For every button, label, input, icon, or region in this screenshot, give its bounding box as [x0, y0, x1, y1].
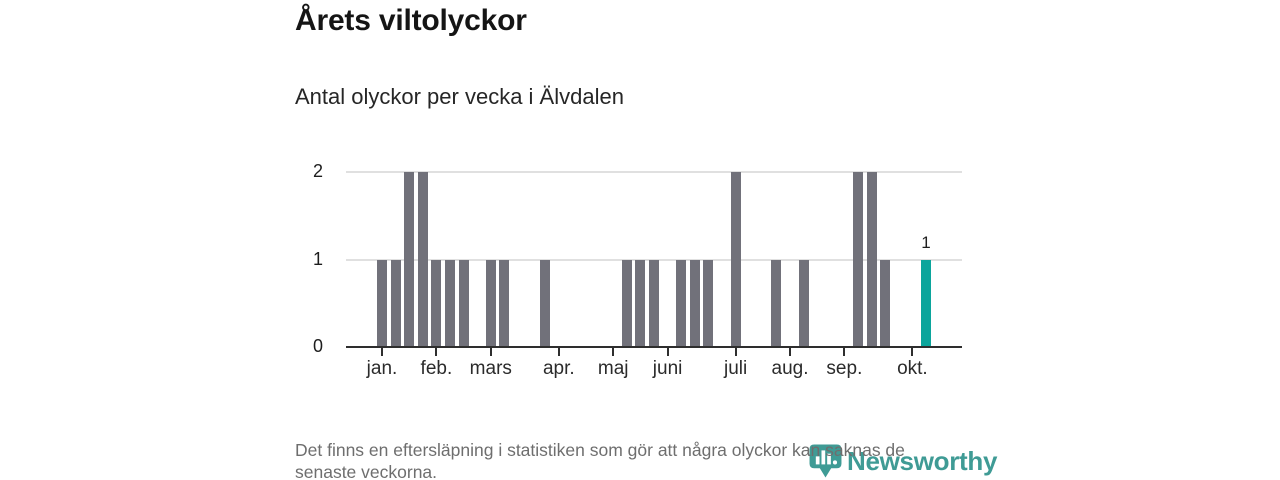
- x-axis-month-label: jan.: [366, 358, 398, 379]
- brand-name: Newsworthy: [847, 446, 998, 476]
- x-axis-month-label: juni: [652, 358, 683, 379]
- bar-week-23: [676, 259, 687, 347]
- x-axis-tick-aug: [789, 348, 791, 356]
- bar-week-20: [635, 259, 646, 347]
- bar-week-2: [390, 259, 401, 347]
- chart-subtitle: Antal olyckor per vecka i Älvdalen: [295, 84, 624, 109]
- y-axis-tick-label: 0: [312, 336, 323, 357]
- x-axis-month-label: aug.: [771, 358, 809, 379]
- bar-week-21: [649, 259, 659, 347]
- bar-week-38: [880, 259, 891, 347]
- x-axis-tick-feb: [435, 348, 438, 356]
- x-axis-tick-maj: [612, 348, 615, 356]
- bar-week-4: [417, 172, 428, 347]
- x-axis-month-label: okt.: [897, 358, 928, 379]
- x-axis-month-label: apr.: [542, 358, 575, 379]
- y-axis-tick-label: 1: [312, 248, 323, 269]
- bar-highlight-week-41: [921, 259, 931, 347]
- bar-week-25: [703, 259, 714, 347]
- x-axis-tick-okt: [911, 348, 914, 356]
- bar-week-24: [689, 259, 700, 347]
- x-axis-tick-juli: [734, 348, 737, 356]
- bar-week-9: [485, 259, 496, 347]
- x-axis-month-label: juli: [723, 358, 748, 379]
- page-title: Årets viltolyckor: [295, 4, 527, 37]
- bar-week-6: [445, 259, 455, 347]
- bar-week-3: [404, 172, 415, 347]
- brand-logo: Newsworthy: [809, 444, 997, 480]
- bar-week-5: [431, 259, 442, 347]
- bar-week-1: [377, 259, 387, 347]
- x-axis-month-label: sep.: [826, 358, 863, 379]
- bar-week-36: [853, 172, 863, 347]
- bar-week-13: [540, 259, 551, 347]
- x-axis-month-label: mars: [469, 358, 512, 379]
- highlight-value-label: 1: [921, 232, 931, 252]
- x-axis-tick-sep: [843, 348, 846, 356]
- footnote: Det finns en eftersläpning i statistiken…: [295, 440, 905, 480]
- bar-week-32: [798, 259, 809, 347]
- newsworthy-pin-bar-chart-icon: [809, 444, 842, 480]
- bar-week-10: [499, 259, 510, 347]
- gridline-y2: [346, 171, 962, 173]
- x-axis-tick-jan: [381, 348, 383, 356]
- x-axis-month-label: maj: [597, 358, 629, 379]
- bar-week-19: [621, 259, 632, 347]
- footnote-line: senaste veckorna.: [295, 461, 438, 480]
- x-axis-tick-juni: [666, 348, 669, 356]
- x-axis-tick-mars: [489, 348, 492, 356]
- y-axis-tick-label: 2: [312, 161, 323, 182]
- x-axis-line: [346, 345, 962, 348]
- x-axis-month-label: feb.: [420, 358, 453, 379]
- bar-week-30: [771, 259, 782, 347]
- bar-week-7: [458, 259, 469, 347]
- bar-week-37: [866, 172, 877, 347]
- footnote-line: Det finns en eftersläpning i statistiken…: [295, 440, 905, 460]
- bar-week-27: [730, 172, 741, 347]
- x-axis-tick-apr: [557, 348, 560, 356]
